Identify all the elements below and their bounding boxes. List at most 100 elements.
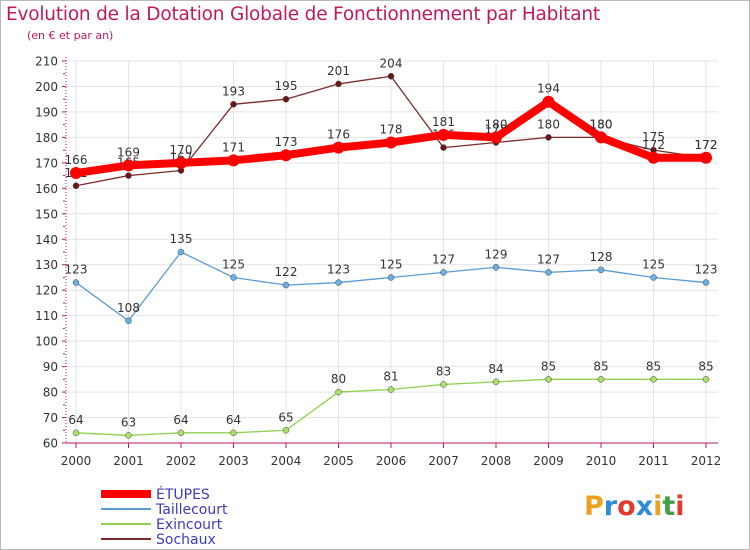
data-label: 178 xyxy=(380,122,403,136)
data-point xyxy=(230,101,237,108)
data-label: 129 xyxy=(485,247,508,261)
data-label: 135 xyxy=(170,232,193,246)
logo-letter: o xyxy=(617,491,636,522)
logo-letter: i xyxy=(653,491,663,522)
data-point xyxy=(230,429,237,437)
data-label: 125 xyxy=(642,257,665,271)
data-label: 127 xyxy=(537,252,560,266)
data-point xyxy=(177,429,185,437)
data-point xyxy=(702,279,710,286)
data-point xyxy=(650,274,657,281)
y-tick-label: 150 xyxy=(35,207,58,221)
x-tick-label: 2005 xyxy=(323,454,354,468)
data-label: 85 xyxy=(698,359,713,373)
logo-letter: r xyxy=(603,491,618,522)
data-point xyxy=(437,128,450,141)
data-point xyxy=(72,279,80,286)
y-tick-label: 180 xyxy=(35,131,58,145)
data-label: 85 xyxy=(541,359,556,373)
x-tick-label: 2006 xyxy=(376,454,407,468)
data-label: 64 xyxy=(226,413,241,427)
legend-label: Exincourt xyxy=(156,517,223,533)
data-label: 181 xyxy=(432,115,455,129)
x-tick-label: 2002 xyxy=(166,454,197,468)
data-point xyxy=(125,317,132,325)
data-point xyxy=(440,269,447,276)
data-point xyxy=(280,149,292,162)
data-label: 123 xyxy=(695,263,718,277)
data-label: 195 xyxy=(275,79,298,93)
data-point xyxy=(282,281,290,289)
data-point xyxy=(385,136,397,149)
data-point xyxy=(72,182,80,190)
data-label: 166 xyxy=(65,153,88,167)
data-point xyxy=(387,386,395,393)
x-tick-label: 2009 xyxy=(533,454,564,468)
data-point xyxy=(440,144,447,151)
data-point xyxy=(542,95,555,108)
y-tick-label: 110 xyxy=(35,309,58,323)
data-label: 64 xyxy=(68,413,83,427)
y-tick-label: 90 xyxy=(43,360,58,374)
data-label: 180 xyxy=(537,117,560,131)
chart-title: Evolution de la Dotation Globale de Fonc… xyxy=(6,4,600,25)
data-label: 108 xyxy=(117,301,140,315)
x-tick-label: 2000 xyxy=(61,454,92,468)
data-point xyxy=(387,274,395,281)
y-tick-label: 130 xyxy=(35,258,58,272)
data-label: 180 xyxy=(590,117,613,131)
y-tick-label: 120 xyxy=(35,284,58,298)
data-label: 169 xyxy=(117,145,140,159)
data-point xyxy=(387,73,395,80)
y-tick-label: 210 xyxy=(35,55,58,69)
data-point xyxy=(650,376,657,383)
y-tick-label: 190 xyxy=(35,105,58,119)
data-point xyxy=(597,376,605,383)
data-label: 180 xyxy=(590,117,613,131)
data-point xyxy=(597,266,605,274)
data-label: 173 xyxy=(275,135,298,149)
data-label: 85 xyxy=(593,359,608,373)
data-label: 125 xyxy=(380,257,403,271)
data-label: 201 xyxy=(327,64,350,78)
chart-subtitle: (en € et par an) xyxy=(27,29,114,42)
data-point xyxy=(595,131,607,144)
data-label: 175 xyxy=(642,130,665,144)
data-point xyxy=(70,167,82,180)
data-label: 128 xyxy=(590,250,613,264)
data-label: 176 xyxy=(327,128,350,142)
logo-letter: x xyxy=(635,491,654,522)
y-tick-label: 200 xyxy=(35,80,58,94)
data-point xyxy=(490,131,502,144)
y-tick-label: 70 xyxy=(43,411,58,425)
data-label: 81 xyxy=(383,370,398,384)
data-label: 127 xyxy=(432,252,455,266)
y-tick-label: 100 xyxy=(35,335,58,349)
data-point xyxy=(72,429,80,437)
logo-letter: i xyxy=(675,491,685,522)
data-point xyxy=(125,172,132,179)
data-label: 64 xyxy=(173,413,188,427)
x-tick-label: 2003 xyxy=(218,454,249,468)
legend-label: Sochaux xyxy=(156,532,216,548)
y-tick-label: 170 xyxy=(35,156,58,170)
data-point xyxy=(545,134,552,141)
data-label: 125 xyxy=(222,257,245,271)
data-point xyxy=(335,80,342,88)
data-point xyxy=(492,378,500,386)
data-point xyxy=(545,269,552,276)
x-tick-label: 2012 xyxy=(691,454,722,468)
data-label: 172 xyxy=(642,138,665,152)
data-label: 122 xyxy=(275,265,298,279)
data-point xyxy=(227,154,240,167)
data-label: 180 xyxy=(485,117,508,131)
x-tick-label: 2004 xyxy=(271,454,302,468)
data-point xyxy=(332,141,345,154)
data-label: 83 xyxy=(436,364,451,378)
data-label: 194 xyxy=(537,82,560,96)
data-label: 65 xyxy=(278,410,293,424)
data-point xyxy=(335,388,342,396)
data-label: 204 xyxy=(380,56,403,70)
data-point xyxy=(230,274,237,281)
